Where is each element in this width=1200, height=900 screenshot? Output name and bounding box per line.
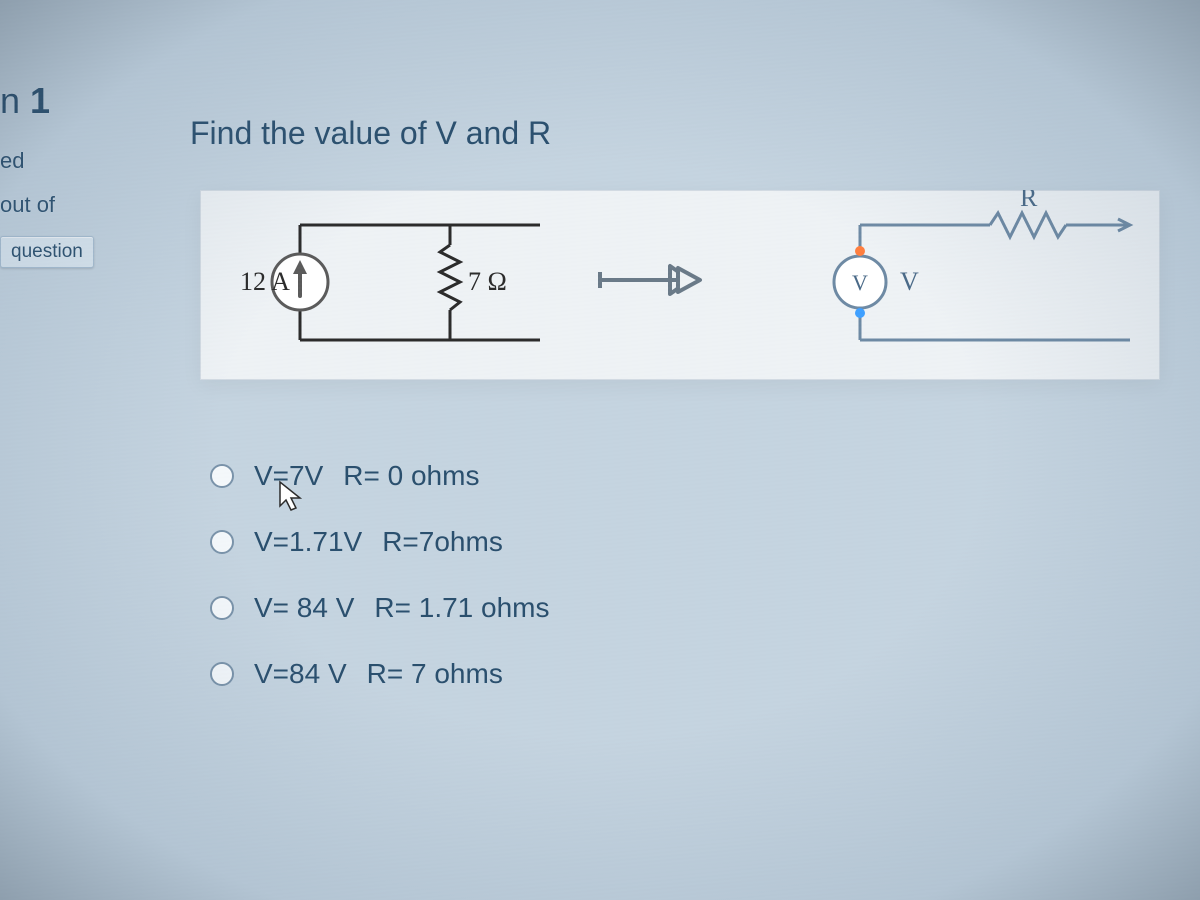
resistor-r-label: R — [1020, 190, 1038, 212]
flag-question-wrap: question — [0, 236, 120, 268]
option-v: V=1.71V — [254, 526, 362, 558]
resistor-r-icon — [990, 213, 1066, 237]
option-v: V=84 V — [254, 658, 347, 690]
current-source-label: 12 A — [240, 267, 290, 296]
question-number-prefix: n — [0, 80, 20, 121]
sidebar: n 1 ed out of question — [0, 80, 120, 286]
answer-options: V=7V R= 0 ohms V=1.71V R=7ohms V= 84 V R… — [210, 460, 550, 724]
node-top-icon — [855, 246, 865, 256]
radio-icon[interactable] — [210, 464, 234, 488]
option-r: R=7ohms — [382, 526, 503, 558]
radio-icon[interactable] — [210, 662, 234, 686]
option-v: V= 84 V — [254, 592, 354, 624]
radio-icon[interactable] — [210, 530, 234, 554]
answer-option[interactable]: V=84 V R= 7 ohms — [210, 658, 550, 690]
right-circuit: V V R — [834, 190, 1130, 340]
sidebar-status: ed — [0, 148, 120, 174]
option-r: R= 0 ohms — [343, 460, 479, 492]
page: n 1 ed out of question Find the value of… — [0, 0, 1200, 900]
question-number: n 1 — [0, 80, 120, 122]
option-r: R= 7 ohms — [367, 658, 503, 690]
question-number-value: 1 — [30, 80, 50, 121]
transform-arrow-icon — [600, 266, 700, 294]
flag-question-button[interactable]: question — [0, 236, 94, 268]
sidebar-out-of: out of — [0, 192, 120, 218]
content: Find the value of V and R — [190, 0, 1200, 900]
resistor-7ohm-label: 7 Ω — [468, 267, 507, 296]
voltage-source-label: V — [900, 267, 919, 296]
resistor-7ohm-icon — [440, 245, 460, 310]
left-circuit: 12 A 7 Ω — [240, 225, 540, 340]
option-v: V=7V — [254, 460, 323, 492]
answer-option[interactable]: V=1.71V R=7ohms — [210, 526, 550, 558]
circuit-image: 12 A 7 Ω — [200, 190, 1160, 380]
circuit-svg: 12 A 7 Ω — [200, 190, 1160, 380]
answer-option[interactable]: V= 84 V R= 1.71 ohms — [210, 592, 550, 624]
question-prompt: Find the value of V and R — [190, 115, 551, 152]
node-bottom-icon — [855, 308, 865, 318]
option-r: R= 1.71 ohms — [374, 592, 549, 624]
voltage-source-inner-label: V — [852, 270, 868, 295]
radio-icon[interactable] — [210, 596, 234, 620]
answer-option[interactable]: V=7V R= 0 ohms — [210, 460, 550, 492]
